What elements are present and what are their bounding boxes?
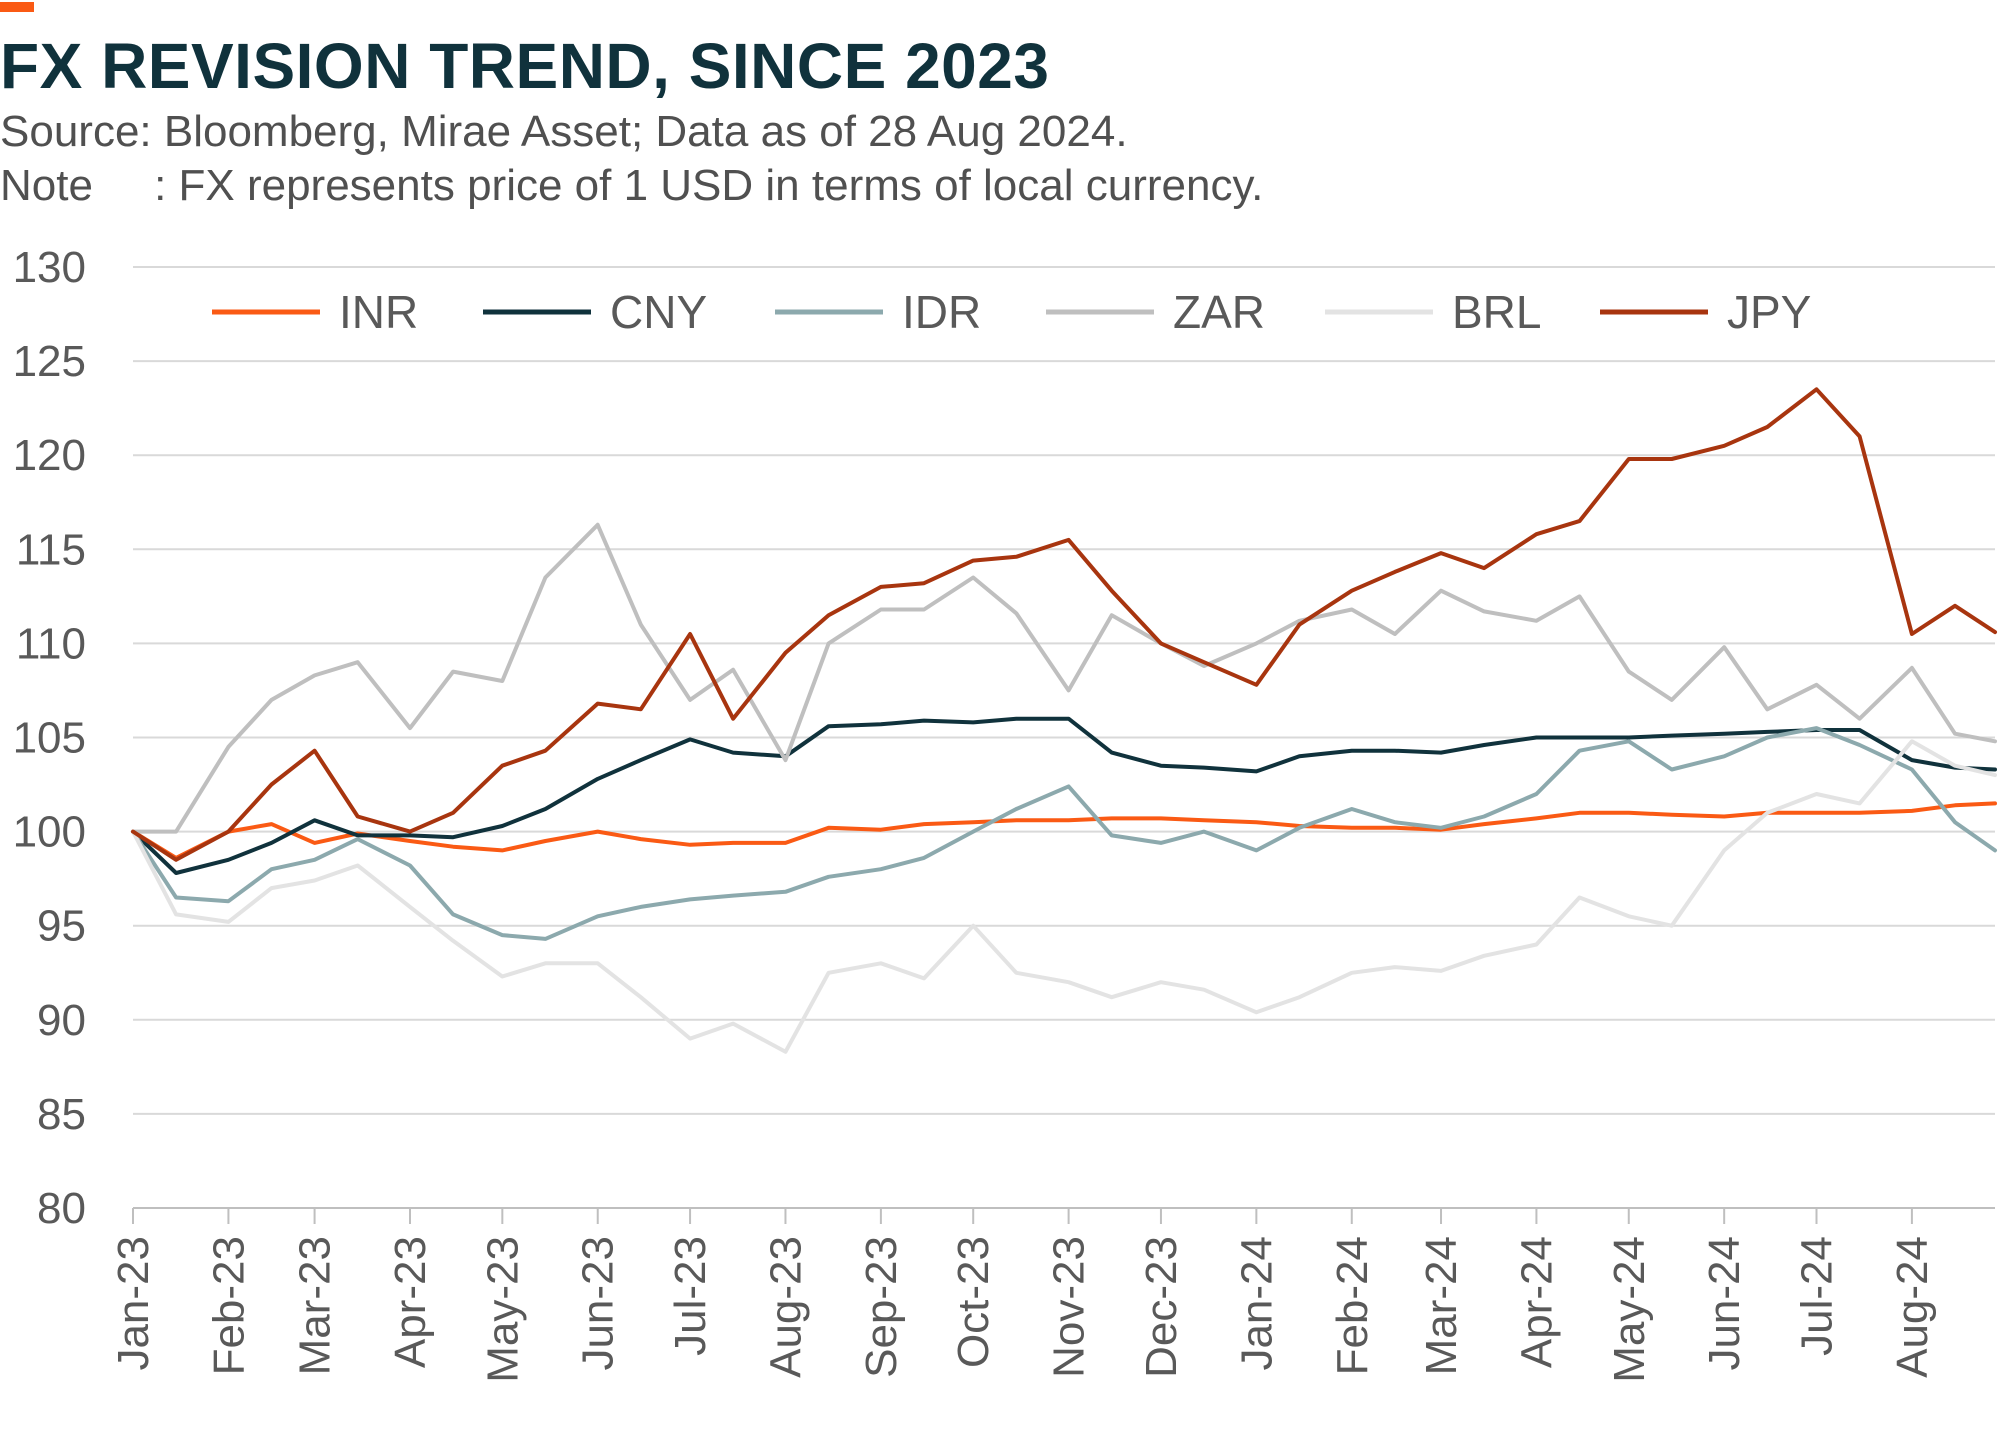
x-tick-label: Feb-23 bbox=[204, 1236, 253, 1375]
series-line-brl bbox=[131, 739, 1997, 1054]
x-tick-label: May-23 bbox=[478, 1236, 527, 1383]
x-tick-label: Feb-24 bbox=[1328, 1236, 1377, 1375]
x-tick-label: Jul-23 bbox=[666, 1236, 715, 1356]
y-tick-label: 125 bbox=[13, 337, 86, 386]
x-tick-label: Nov-23 bbox=[1045, 1236, 1094, 1378]
x-tick-label: Jan-23 bbox=[109, 1236, 158, 1371]
x-tick-label: Dec-23 bbox=[1137, 1236, 1186, 1378]
x-tick-label: Apr-24 bbox=[1512, 1236, 1561, 1368]
accent-bar bbox=[0, 2, 34, 12]
y-tick-label: 105 bbox=[13, 714, 86, 763]
y-tick-label: 115 bbox=[16, 525, 86, 574]
x-tick-label: Jun-24 bbox=[1700, 1236, 1749, 1371]
series-line-jpy bbox=[131, 387, 1997, 862]
x-tick-label: May-24 bbox=[1605, 1236, 1654, 1383]
y-tick-label: 130 bbox=[13, 243, 86, 292]
source-note: Source: Bloomberg, Mirae Asset; Data as … bbox=[0, 107, 1128, 156]
y-tick-label: 85 bbox=[37, 1090, 86, 1139]
series-line-cny bbox=[131, 716, 1997, 875]
series-line-zar bbox=[131, 522, 1997, 834]
y-tick-label: 80 bbox=[37, 1184, 86, 1233]
x-tick-label: Oct-23 bbox=[949, 1236, 998, 1368]
x-tick-label: Mar-23 bbox=[291, 1236, 340, 1375]
legend-label-zar: ZAR bbox=[1173, 286, 1265, 338]
legend-label-cny: CNY bbox=[610, 286, 707, 338]
y-tick-label: 120 bbox=[13, 431, 86, 480]
y-tick-label: 90 bbox=[37, 996, 86, 1045]
y-tick-label: 95 bbox=[37, 902, 86, 951]
y-tick-label: 100 bbox=[13, 808, 86, 857]
y-tick-label: 110 bbox=[16, 619, 86, 668]
legend-label-jpy: JPY bbox=[1727, 286, 1811, 338]
footnote: Note : FX represents price of 1 USD in t… bbox=[0, 161, 1264, 210]
x-tick-label: Aug-24 bbox=[1888, 1236, 1937, 1378]
series-line-inr bbox=[131, 801, 1997, 860]
legend-label-inr: INR bbox=[339, 286, 418, 338]
x-tick-label: Apr-23 bbox=[386, 1236, 435, 1368]
chart-title: FX REVISION TREND, SINCE 2023 bbox=[0, 30, 1050, 102]
x-tick-label: Jun-23 bbox=[574, 1236, 623, 1371]
legend-label-brl: BRL bbox=[1452, 286, 1541, 338]
legend-label-idr: IDR bbox=[902, 286, 981, 338]
x-tick-label: Jul-24 bbox=[1792, 1236, 1841, 1356]
x-tick-label: Mar-24 bbox=[1417, 1236, 1466, 1375]
x-tick-label: Sep-23 bbox=[857, 1236, 906, 1378]
series-line-idr bbox=[131, 726, 1997, 941]
x-tick-label: Aug-23 bbox=[761, 1236, 810, 1378]
x-tick-label: Jan-24 bbox=[1232, 1236, 1281, 1371]
